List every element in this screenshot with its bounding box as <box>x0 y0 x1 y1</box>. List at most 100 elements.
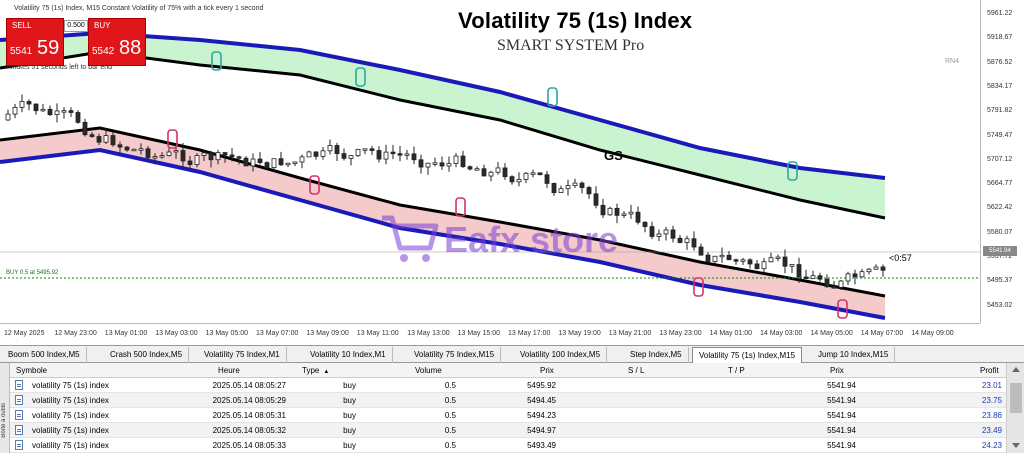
candle-body <box>670 229 676 239</box>
candle-body <box>565 185 571 190</box>
hand-signal-icon <box>167 129 178 149</box>
upper-mid-line <box>0 50 886 220</box>
lot-size-input[interactable]: 0.500 <box>64 20 88 32</box>
tab-1[interactable]: Boom 500 Index,M5 <box>2 347 87 363</box>
chart-area[interactable]: Volatility 75 (1s) Index, M15 Constant V… <box>0 0 1024 345</box>
time-tick-label: 13 May 11:00 <box>356 330 399 337</box>
hand-signal-icon <box>693 277 704 297</box>
table-row[interactable]: volatility 75 (1s) index 2025.05.14 08:05… <box>10 393 1006 408</box>
candle-body <box>208 152 214 161</box>
sell-price-prefix: 5541 <box>10 46 33 57</box>
scroll-up-icon[interactable] <box>1012 367 1020 372</box>
candle-body <box>264 162 270 168</box>
candle-body <box>530 172 536 175</box>
tab-2[interactable]: Crash 500 Index,M5 <box>104 347 190 363</box>
col-current-price[interactable]: Prix <box>830 366 844 375</box>
price-tick-label: 5961.22 <box>987 10 1013 17</box>
candle-body <box>131 148 137 152</box>
table-row[interactable]: volatility 75 (1s) index 2025.05.14 08:05… <box>10 378 1006 393</box>
candle-body <box>292 161 298 164</box>
candle-body <box>348 155 354 159</box>
candle-body <box>89 134 95 137</box>
col-symbol[interactable]: Symbole <box>16 366 48 375</box>
candle-body <box>299 156 305 163</box>
one-click-trading-panel: SELL 5541 59 0.500 BUY 5542 88 <box>6 18 146 66</box>
candle-body <box>474 168 480 171</box>
candle-body <box>236 156 242 159</box>
time-tick-label: 13 May 09:00 <box>306 330 349 337</box>
table-scrollbar[interactable] <box>1006 363 1024 453</box>
price-tick-label: 5622.42 <box>987 204 1013 212</box>
toolbox-side-strip[interactable]: Boîte à outils <box>0 363 10 453</box>
candle-body <box>516 178 522 183</box>
chart-info-line: Volatility 75 (1s) Index, M15 Constant V… <box>14 5 264 12</box>
cell-type: buy <box>343 441 356 450</box>
candle-body <box>334 145 340 154</box>
tab-5[interactable]: Volatility 75 Index,M15 <box>408 347 502 363</box>
candle-body <box>852 273 858 278</box>
candle-body <box>537 172 543 176</box>
candle-body <box>467 166 473 170</box>
time-axis[interactable]: 12 May 2025 12 May 23:00 13 May 01:00 13 Ma… <box>0 323 980 345</box>
candle-body <box>586 187 592 195</box>
table-row[interactable]: volatility 75 (1s) index 2025.05.14 08:05… <box>10 438 1006 453</box>
tab-3[interactable]: Volatility 75 Index,M1 <box>198 347 287 363</box>
candle-body <box>705 254 711 262</box>
time-tick-label: 14 May 09:00 <box>911 330 954 337</box>
price-tick-label: 5834.17 <box>987 82 1013 90</box>
candle-body <box>138 148 144 151</box>
price-tick-label: 5453.02 <box>987 301 1013 309</box>
candle-body <box>12 107 18 115</box>
lower-mid-line <box>0 126 886 298</box>
candle-body <box>523 172 529 180</box>
sell-price-pips: 59 <box>37 37 60 59</box>
tab-9[interactable]: Jump 10 Index,M15 <box>812 347 896 363</box>
lower-channel-fill <box>0 128 885 318</box>
table-row[interactable]: volatility 75 (1s) index 2025.05.14 08:05… <box>10 423 1006 438</box>
col-volume[interactable]: Volume <box>415 366 442 375</box>
price-tick-label: 5707.12 <box>987 155 1013 163</box>
price-tick-label: 5749.47 <box>987 131 1013 139</box>
time-tick-label: 13 May 23:00 <box>659 330 702 337</box>
candle-body <box>712 255 718 262</box>
cell-price: 5494.45 <box>527 396 556 405</box>
tab-4[interactable]: Volatility 10 Index,M1 <box>304 347 393 363</box>
col-type[interactable]: Type ▲ <box>302 366 329 375</box>
candle-body <box>495 167 501 173</box>
cell-volume: 0.5 <box>444 396 456 405</box>
candle-body <box>19 101 25 108</box>
tab-6[interactable]: Volatility 100 Index,M5 <box>514 347 608 363</box>
tab-7[interactable]: Step Index,M5 <box>624 347 689 363</box>
col-profit[interactable]: Profit <box>980 366 999 375</box>
time-tick-label: 13 May 01:00 <box>104 330 148 337</box>
candle-body <box>341 153 347 159</box>
cell-symbol: volatility 75 (1s) index <box>32 396 109 405</box>
candle-body <box>761 261 767 270</box>
candle-body <box>404 153 410 156</box>
price-axis[interactable]: 5961.22 5918.67 5876.52 5834.17 5791.82 5749.… <box>980 0 1024 323</box>
cell-price: 5494.97 <box>527 426 556 435</box>
candle-body <box>369 148 375 151</box>
price-chart[interactable] <box>0 0 980 323</box>
scroll-thumb[interactable] <box>1010 383 1022 413</box>
sell-button[interactable]: SELL 5541 59 <box>6 18 64 66</box>
candle-body <box>376 150 382 160</box>
candle-body <box>110 135 116 146</box>
candle-body <box>313 151 319 157</box>
time-tick-label: 13 May 15:00 <box>457 330 501 337</box>
cell-profit: 23.75 <box>981 396 1002 405</box>
buy-button[interactable]: BUY 5542 88 <box>88 18 146 66</box>
tab-8[interactable]: Volatility 75 (1s) Index,M15 <box>692 347 803 363</box>
col-tp[interactable]: T / P <box>728 366 745 375</box>
col-sl[interactable]: S / L <box>628 366 645 375</box>
price-tick-label: 5495.37 <box>987 277 1013 285</box>
scroll-down-icon[interactable] <box>1012 443 1020 448</box>
upper-channel-line <box>0 30 886 180</box>
time-tick-label: 13 May 03:00 <box>155 330 198 337</box>
table-row[interactable]: volatility 75 (1s) index 2025.05.14 08:05… <box>10 408 1006 423</box>
hand-signal-icon <box>309 175 320 195</box>
time-tick-label: 14 May 01:00 <box>709 330 753 337</box>
col-time[interactable]: Heure <box>218 366 240 375</box>
candle-countdown: <0:57 <box>889 253 912 263</box>
col-price[interactable]: Prix <box>540 366 554 375</box>
